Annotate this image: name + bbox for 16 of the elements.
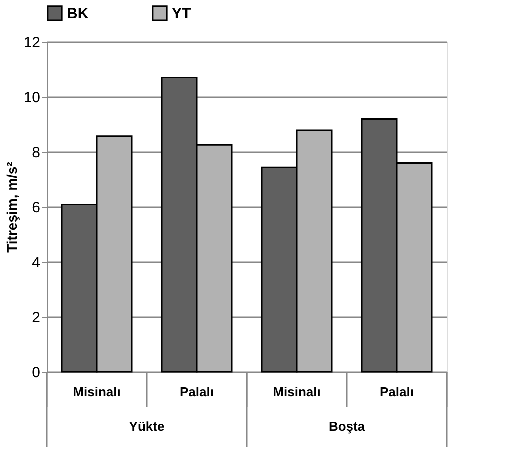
y-tick-label: 12 xyxy=(24,34,40,52)
text: Yükte xyxy=(129,419,165,434)
y-axis-title: Titreşim, m/s² xyxy=(4,162,20,253)
text: Boşta xyxy=(328,419,366,434)
x-tick-label: Misinalı xyxy=(73,384,121,400)
y-tick-label: 2 xyxy=(32,310,40,326)
y-tick-label: 10 xyxy=(24,90,40,106)
y-tick-label: 8 xyxy=(32,144,40,162)
x-tick-label: Palalı xyxy=(380,384,414,400)
y-tick-label: 0 xyxy=(32,364,40,382)
legend-label: BK xyxy=(67,5,89,22)
x-tick-label: Misinalı xyxy=(273,384,321,400)
x-tick-label: Palalı xyxy=(180,384,214,400)
y-tick-label: 6 xyxy=(32,200,40,216)
y-tick-label: 4 xyxy=(32,254,40,272)
legend-label: YT xyxy=(172,5,192,22)
